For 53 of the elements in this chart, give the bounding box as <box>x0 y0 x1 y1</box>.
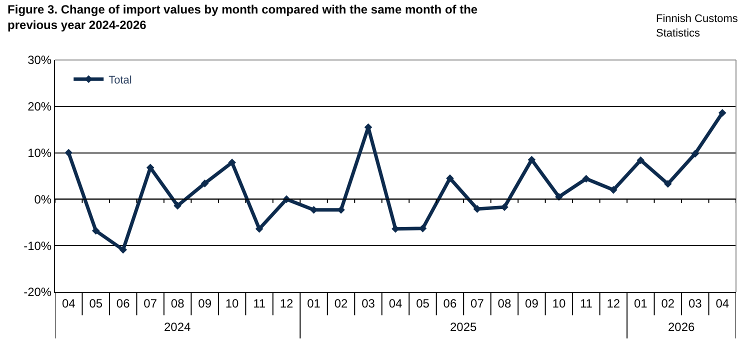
point <box>174 202 182 210</box>
x-tick-label: 10 <box>225 296 240 310</box>
point <box>64 148 73 157</box>
x-tick-label: 08 <box>498 296 512 310</box>
point <box>528 156 536 164</box>
point <box>119 246 127 254</box>
x-tick-label: 03 <box>688 296 702 310</box>
x-tick-label: 10 <box>552 296 566 310</box>
y-tick-label: -20% <box>24 285 52 300</box>
text: 2025 <box>450 320 478 334</box>
text: Finnish Customs Statistics <box>656 13 738 40</box>
point <box>500 203 508 211</box>
point <box>200 180 209 188</box>
text: 2026 <box>668 320 696 334</box>
x-tick-label: 04 <box>716 296 730 310</box>
point <box>636 156 645 164</box>
x-tick-label: 11 <box>580 296 593 310</box>
point <box>92 226 100 235</box>
x-tick-label: 06 <box>443 296 457 310</box>
point <box>582 174 590 183</box>
x-tick-label: 02 <box>334 296 348 310</box>
x-tick-label: 03 <box>362 296 376 310</box>
y-tick-label: 10% <box>28 146 52 160</box>
x-tick-label: 02 <box>661 296 675 310</box>
x-tick-label: 12 <box>280 296 294 310</box>
legend-label: Total <box>108 74 132 86</box>
chart-title: Figure 3. Change of import values by month compared with the same month of the previous year 2024-2026 <box>8 2 478 32</box>
point <box>255 225 264 233</box>
x-tick-label: 07 <box>144 296 158 310</box>
x-tick-label: 05 <box>89 296 103 310</box>
x-tick-label: 09 <box>198 296 212 310</box>
x-tick-label: 05 <box>416 296 430 310</box>
y-tick-label: 0% <box>34 192 52 206</box>
x-tick-label: 07 <box>470 296 484 310</box>
point <box>228 158 236 166</box>
point <box>718 109 726 117</box>
point <box>446 174 454 182</box>
x-tick-label: 11 <box>253 296 266 310</box>
x-tick-label: 04 <box>388 296 402 310</box>
y-tick-label: 20% <box>28 100 52 114</box>
point <box>664 180 672 188</box>
x-tick-label: 01 <box>634 296 648 310</box>
x-tick-label: 09 <box>525 296 539 310</box>
text: 2024 <box>164 320 192 334</box>
x-tick-label: 12 <box>606 296 620 310</box>
x-tick-label: 06 <box>116 296 130 310</box>
x-tick-label: 04 <box>62 296 76 310</box>
y-tick-label: 30% <box>28 53 52 68</box>
point <box>691 150 700 158</box>
x-tick-label: 01 <box>307 296 321 310</box>
point <box>610 186 618 194</box>
y-tick-label: -10% <box>24 238 52 253</box>
x-tick-label: 08 <box>170 296 185 310</box>
